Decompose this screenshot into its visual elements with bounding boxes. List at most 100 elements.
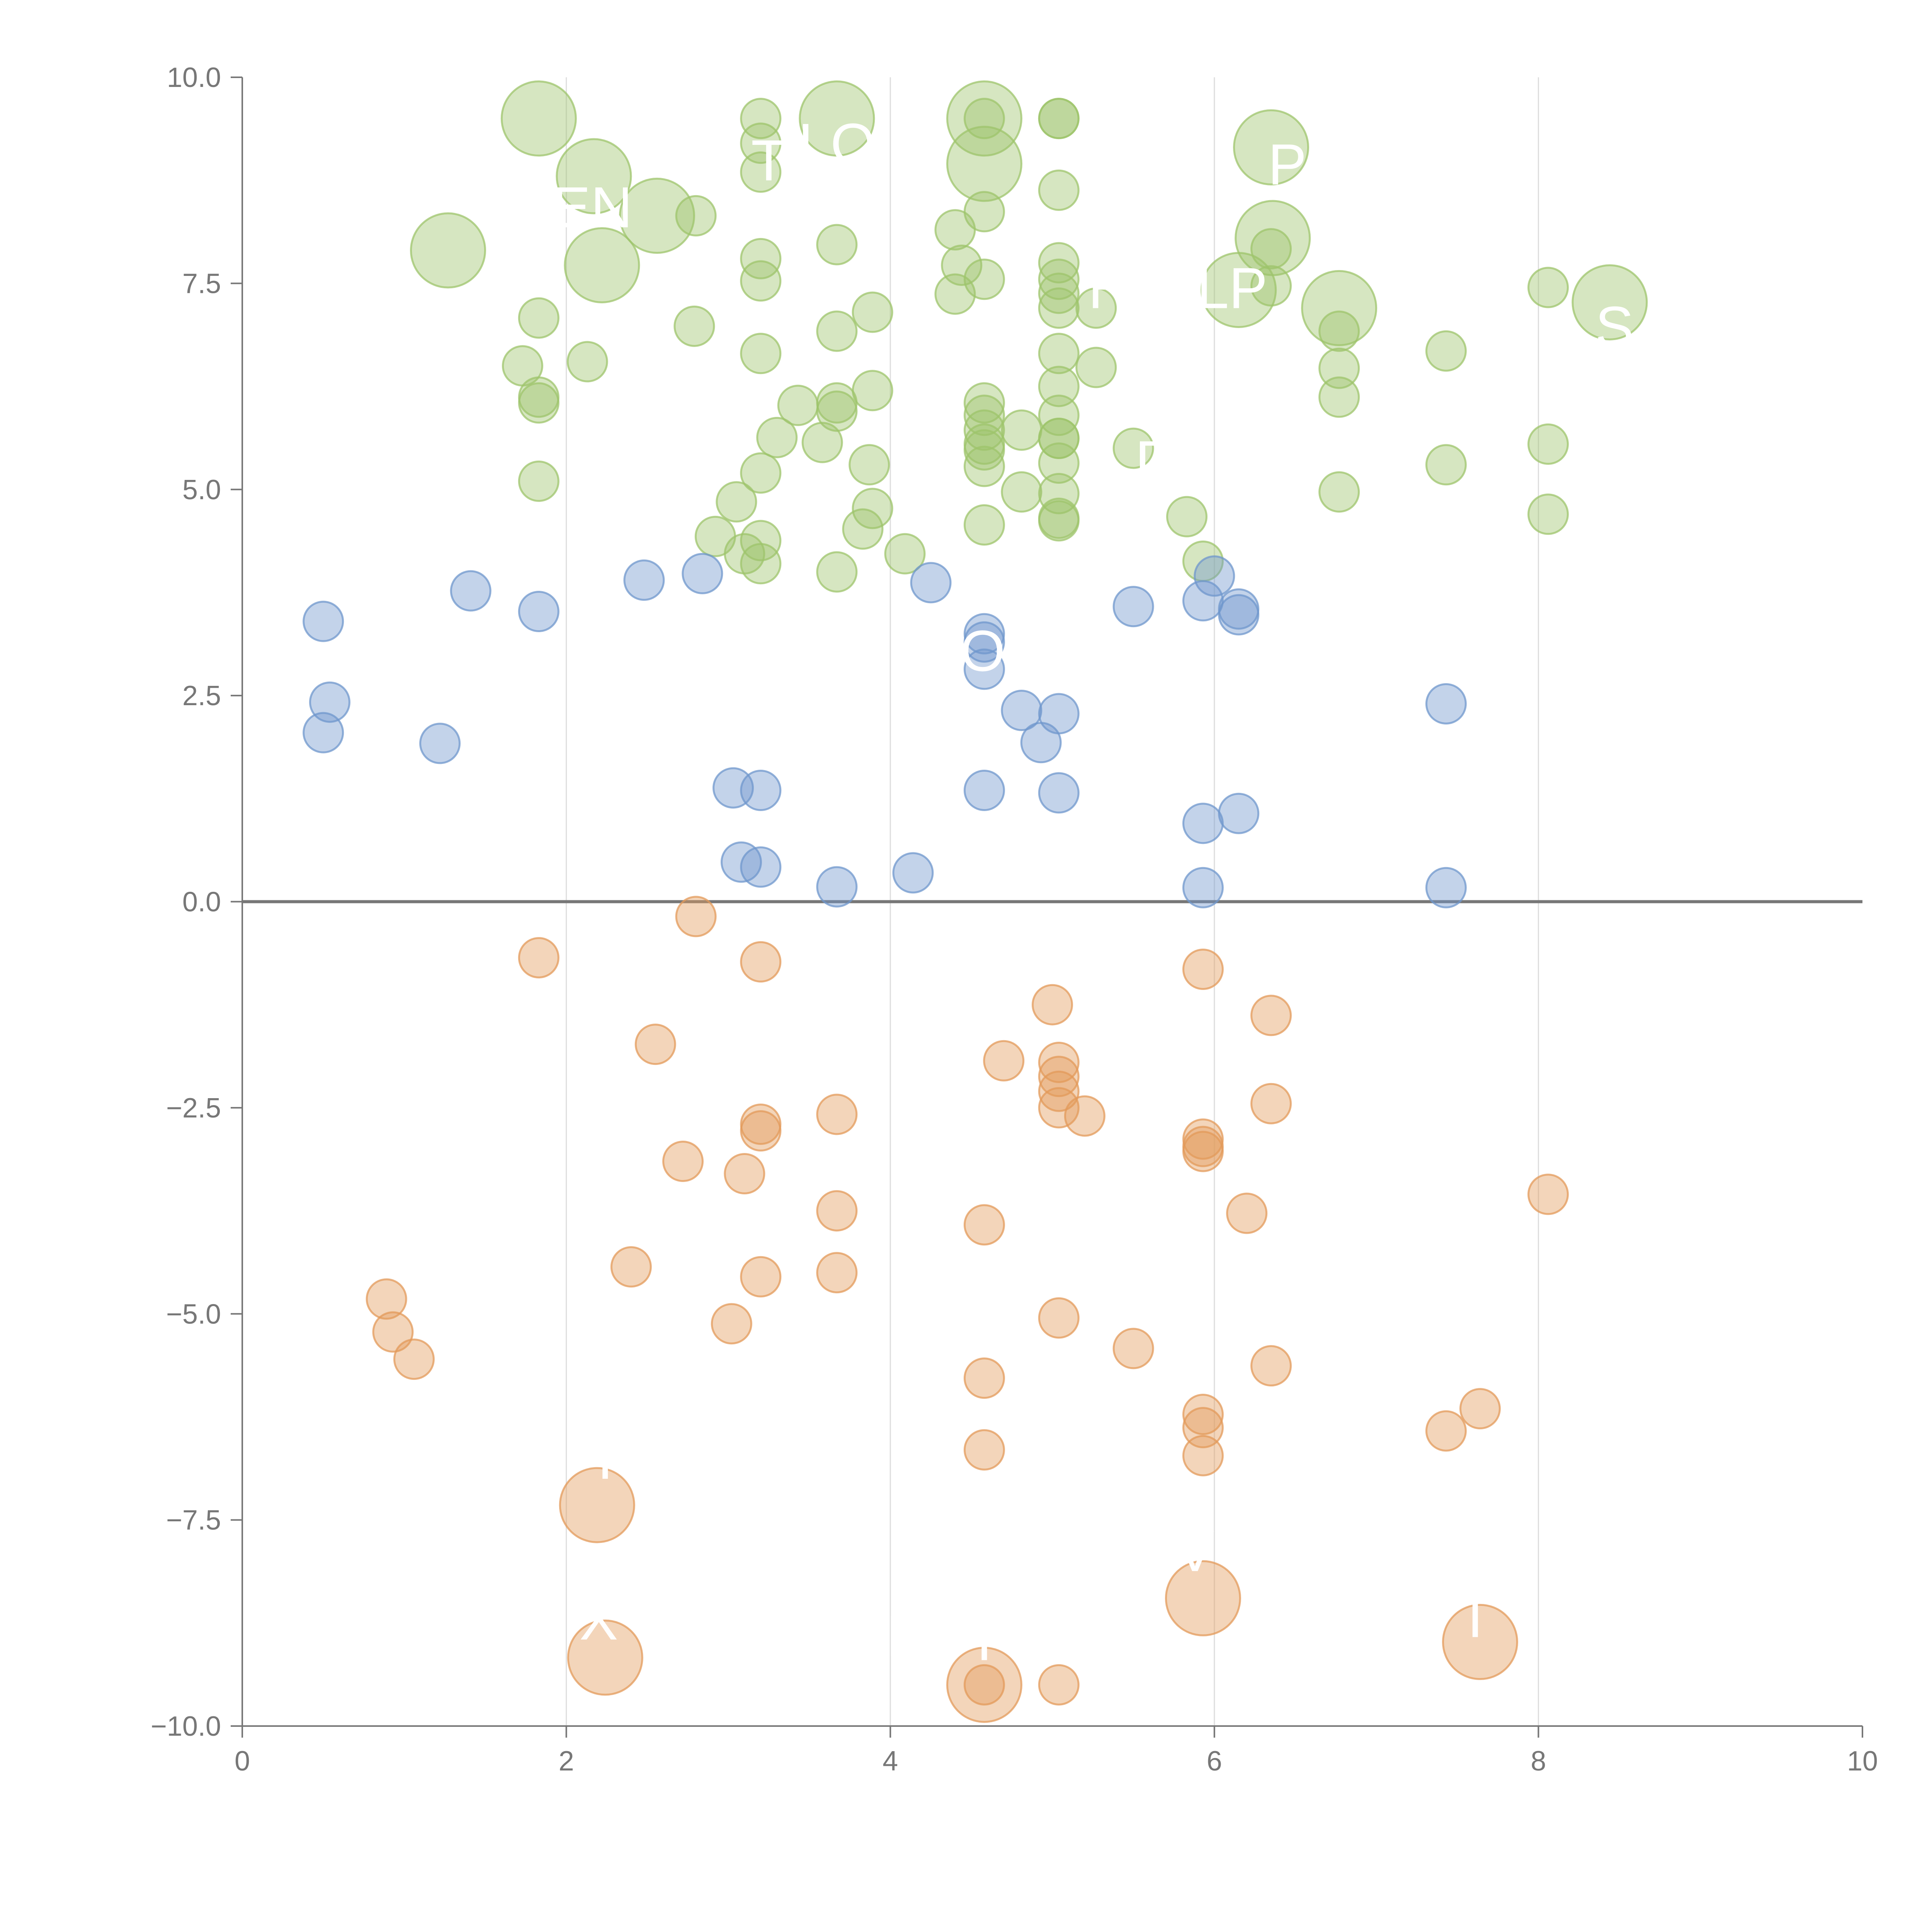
y-tick-label: −7.5 bbox=[166, 1505, 221, 1536]
data-point bbox=[884, 533, 926, 575]
x-tick-label: 8 bbox=[1531, 1746, 1546, 1777]
data-point bbox=[623, 559, 665, 601]
point-label: T bbox=[1458, 1585, 1493, 1650]
data-point bbox=[1226, 1192, 1268, 1234]
data-point bbox=[1038, 417, 1080, 459]
data-point bbox=[1571, 264, 1648, 340]
data-point bbox=[1038, 500, 1080, 542]
data-point bbox=[1038, 333, 1080, 374]
data-point bbox=[816, 866, 858, 908]
data-point bbox=[1038, 272, 1080, 314]
y-tick-label: 7.5 bbox=[182, 268, 221, 299]
data-point bbox=[799, 80, 875, 157]
data-point bbox=[1182, 1407, 1224, 1449]
data-point bbox=[1165, 1560, 1241, 1636]
data-point bbox=[1425, 1410, 1467, 1452]
y-tick-label: 0.0 bbox=[182, 887, 221, 918]
data-point bbox=[1038, 1042, 1080, 1083]
data-point bbox=[1038, 442, 1080, 484]
data-point bbox=[740, 452, 782, 494]
data-point bbox=[1038, 1087, 1080, 1129]
data-point bbox=[662, 1141, 704, 1182]
data-point bbox=[1001, 690, 1043, 731]
point-label: DLP bbox=[1155, 255, 1268, 320]
y-tick-label: 2.5 bbox=[182, 680, 221, 711]
data-point bbox=[567, 1619, 643, 1696]
data-point bbox=[1425, 867, 1467, 908]
data-point bbox=[1001, 471, 1043, 513]
data-point bbox=[1318, 376, 1360, 418]
data-point bbox=[1112, 1328, 1154, 1369]
data-point bbox=[450, 570, 492, 612]
data-point bbox=[1318, 310, 1360, 352]
data-point bbox=[1064, 1095, 1105, 1137]
data-point bbox=[740, 122, 782, 164]
data-point bbox=[1020, 722, 1062, 764]
data-point bbox=[816, 1252, 858, 1294]
point-label: I bbox=[597, 1426, 613, 1491]
data-point bbox=[852, 291, 893, 333]
data-point bbox=[1038, 259, 1080, 300]
data-point bbox=[740, 238, 782, 279]
data-point bbox=[963, 429, 1005, 471]
data-point bbox=[393, 1338, 435, 1380]
data-point bbox=[740, 941, 782, 983]
data-point bbox=[1032, 984, 1073, 1026]
data-point bbox=[716, 481, 757, 523]
x-tick-label: 6 bbox=[1207, 1746, 1222, 1777]
data-points bbox=[303, 80, 1648, 1723]
data-point bbox=[711, 1303, 752, 1345]
data-point bbox=[852, 370, 893, 412]
data-point bbox=[1166, 496, 1208, 537]
data-point bbox=[910, 562, 952, 604]
data-point bbox=[816, 551, 858, 593]
data-point bbox=[1038, 772, 1080, 814]
data-point bbox=[816, 390, 858, 432]
data-point bbox=[963, 1204, 1005, 1246]
data-point bbox=[740, 333, 782, 374]
data-point bbox=[963, 1357, 1005, 1399]
point-label: O bbox=[960, 618, 1005, 683]
point-label: I bbox=[976, 1607, 993, 1672]
data-point bbox=[1038, 1664, 1080, 1706]
data-point bbox=[1038, 1056, 1080, 1097]
point-label: E bbox=[898, 618, 937, 683]
data-point bbox=[1250, 265, 1292, 307]
data-point bbox=[366, 1278, 407, 1320]
data-point bbox=[816, 1190, 858, 1232]
data-point bbox=[1318, 471, 1360, 513]
data-point bbox=[1112, 427, 1154, 469]
data-point bbox=[1527, 1173, 1569, 1215]
data-point bbox=[740, 151, 782, 193]
axes: 0 2 4 6 8 10 10.0 7.5 5.0 2.5 0.0 −2.5 −5.0 −7.5 −10.0 bbox=[151, 62, 1878, 1777]
y-tick-label: −2.5 bbox=[166, 1093, 221, 1124]
point-label: EN bbox=[552, 175, 633, 240]
data-point bbox=[816, 1094, 858, 1135]
data-point bbox=[500, 80, 577, 157]
data-point bbox=[518, 382, 560, 424]
data-point bbox=[963, 1664, 1005, 1706]
data-point bbox=[934, 273, 976, 315]
data-point bbox=[740, 769, 782, 811]
data-point bbox=[963, 446, 1005, 487]
data-point bbox=[1038, 366, 1080, 407]
data-point bbox=[1527, 267, 1569, 308]
data-point bbox=[1001, 409, 1043, 451]
point-label: D bbox=[1104, 116, 1146, 180]
data-point bbox=[518, 937, 560, 979]
data-point bbox=[801, 422, 843, 463]
data-point bbox=[740, 543, 782, 585]
point-label: LO bbox=[798, 111, 876, 176]
data-point bbox=[1194, 555, 1235, 597]
data-point bbox=[740, 1256, 782, 1298]
data-point bbox=[518, 460, 560, 502]
data-point bbox=[740, 846, 782, 888]
data-point bbox=[740, 520, 782, 561]
data-point bbox=[1250, 1345, 1292, 1387]
data-point bbox=[303, 600, 344, 642]
data-point bbox=[1442, 1604, 1518, 1680]
point-label: D bbox=[1135, 429, 1177, 493]
data-point bbox=[740, 1110, 782, 1152]
data-point bbox=[1250, 228, 1292, 270]
